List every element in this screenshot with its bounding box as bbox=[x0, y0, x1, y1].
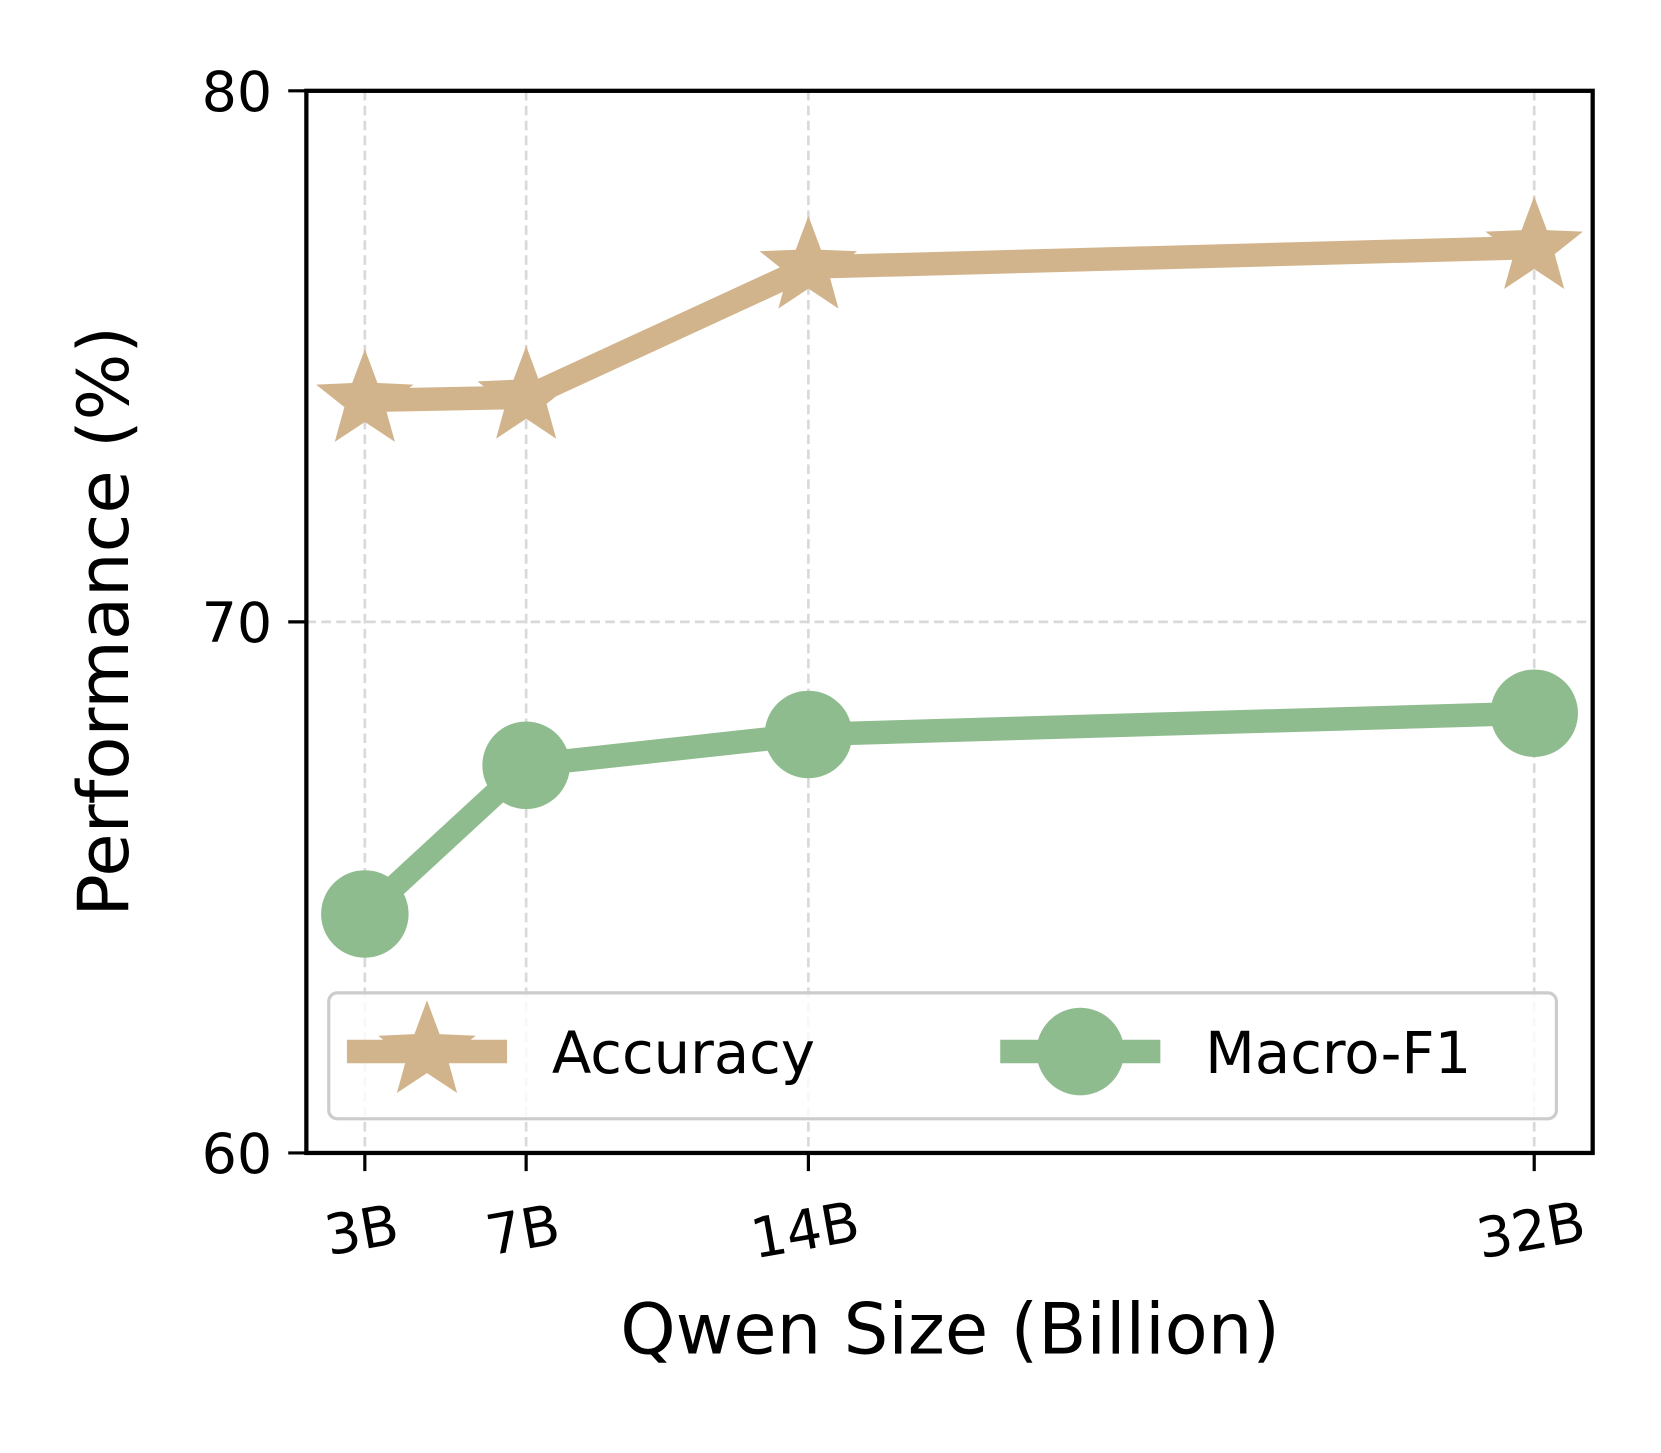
data-point bbox=[1490, 669, 1578, 757]
series-line bbox=[356, 701, 1535, 923]
legend-label: Accuracy bbox=[552, 1019, 815, 1087]
legend-marker bbox=[378, 1000, 476, 1093]
data-point bbox=[321, 870, 409, 958]
legend-label: Macro-F1 bbox=[1205, 1019, 1471, 1087]
x-tick-label: 3B bbox=[320, 1192, 404, 1269]
legend-box bbox=[327, 991, 1558, 1121]
y-tick-label: 80 bbox=[202, 60, 273, 125]
legend-marker bbox=[1036, 1007, 1125, 1096]
data-point bbox=[1485, 196, 1583, 289]
y-axis-label: Performance (%) bbox=[63, 326, 145, 917]
data-point bbox=[477, 346, 575, 439]
plot-frame bbox=[304, 88, 1595, 1156]
data-point bbox=[764, 690, 853, 779]
y-tick-label: 70 bbox=[202, 591, 273, 656]
x-axis-label: Qwen Size (Billion) bbox=[620, 1289, 1280, 1371]
x-tick-label: 7B bbox=[481, 1192, 565, 1269]
data-point bbox=[316, 349, 414, 442]
x-tick-label: 14B bbox=[746, 1189, 864, 1272]
x-tick-label: 32B bbox=[1472, 1189, 1590, 1272]
data-point bbox=[759, 215, 858, 309]
legend: Accuracy Macro-F1 bbox=[327, 991, 1558, 1121]
data-point bbox=[482, 721, 570, 810]
series-line bbox=[364, 235, 1535, 413]
y-tick-label: 60 bbox=[202, 1122, 273, 1187]
